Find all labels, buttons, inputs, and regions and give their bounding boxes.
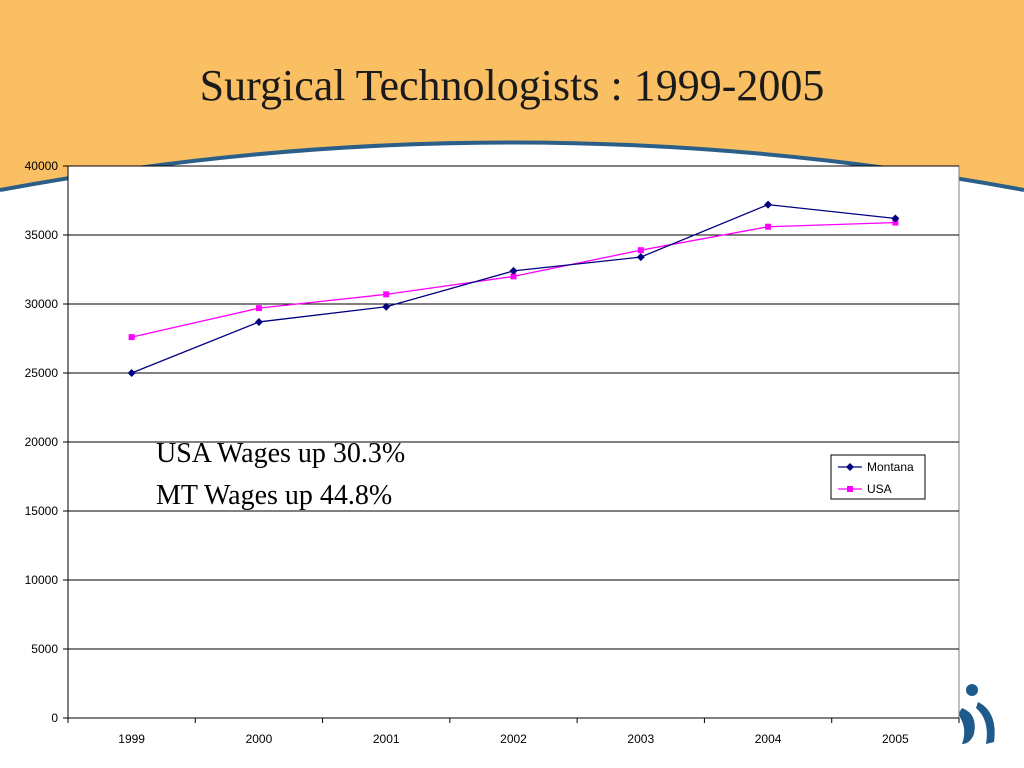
x-tick-label: 1999 bbox=[118, 732, 145, 746]
legend-box bbox=[830, 454, 926, 500]
data-point-montana bbox=[764, 200, 773, 209]
data-point-montana bbox=[127, 369, 136, 377]
data-point-montana bbox=[509, 266, 518, 275]
y-tick-label: 35000 bbox=[25, 228, 59, 242]
data-point-usa bbox=[637, 247, 644, 254]
x-tick-label: 2004 bbox=[755, 732, 782, 746]
legend-label-usa: USA bbox=[867, 482, 892, 496]
y-tick-label: 25000 bbox=[25, 366, 59, 380]
y-tick-label: 20000 bbox=[25, 435, 59, 449]
legend-marker-usa bbox=[847, 486, 853, 492]
x-tick-label: 2001 bbox=[373, 732, 400, 746]
y-tick-label: 30000 bbox=[25, 297, 59, 311]
data-point-usa bbox=[383, 291, 390, 298]
data-point-usa bbox=[765, 223, 772, 230]
y-tick-label: 15000 bbox=[25, 504, 59, 518]
person-figure-logo-icon bbox=[958, 684, 995, 744]
data-point-usa bbox=[892, 219, 899, 226]
data-point-usa bbox=[128, 334, 135, 341]
y-tick-label: 40000 bbox=[25, 159, 59, 173]
x-tick-label: 2005 bbox=[882, 732, 909, 746]
data-point-montana bbox=[636, 253, 645, 262]
y-tick-label: 0 bbox=[51, 711, 58, 725]
data-point-montana bbox=[382, 302, 391, 311]
legend-label-montana: Montana bbox=[867, 460, 914, 474]
x-tick-label: 2003 bbox=[627, 732, 654, 746]
legend-marker-montana bbox=[846, 463, 854, 471]
data-point-usa bbox=[255, 305, 262, 312]
data-point-usa bbox=[510, 273, 517, 280]
mt-wages-annotation: MT Wages up 44.8% bbox=[156, 480, 393, 511]
y-tick-label: 10000 bbox=[25, 573, 59, 587]
usa-wages-annotation: USA Wages up 30.3% bbox=[156, 438, 406, 469]
header-band bbox=[0, 0, 1024, 190]
x-tick-label: 2002 bbox=[500, 732, 527, 746]
data-point-montana bbox=[891, 214, 900, 223]
slide-title: Surgical Technologists : 1999-2005 bbox=[199, 61, 825, 110]
data-point-montana bbox=[254, 317, 263, 326]
x-tick-label: 2000 bbox=[246, 732, 273, 746]
y-tick-label: 5000 bbox=[31, 642, 58, 656]
